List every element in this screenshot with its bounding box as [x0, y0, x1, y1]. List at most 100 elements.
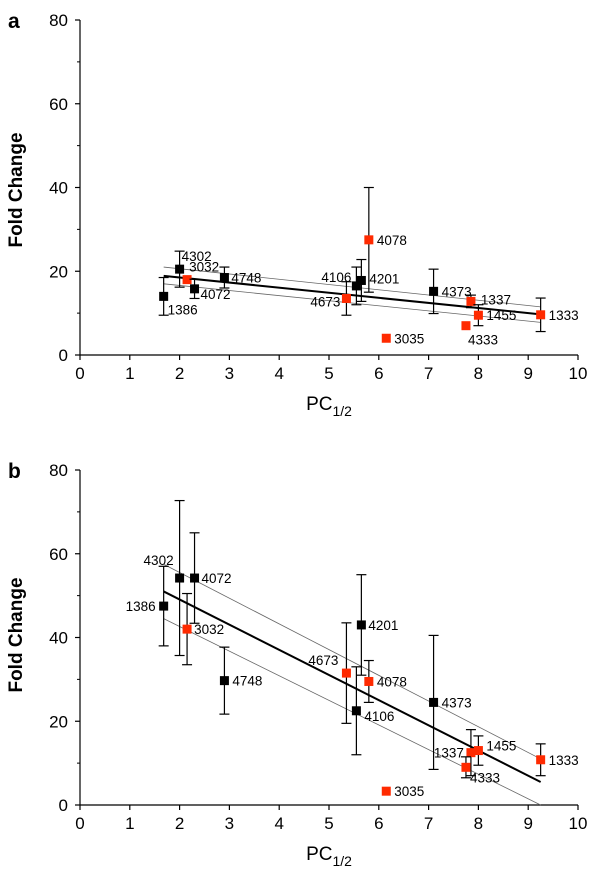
point-label-4302: 4302: [144, 553, 174, 568]
point-label-1455: 1455: [486, 308, 516, 323]
x-tick-label: 5: [324, 364, 333, 383]
point-label-4333: 4333: [470, 770, 500, 785]
y-tick-label: 20: [49, 712, 68, 731]
x-tick-label: 2: [175, 814, 184, 833]
data-point-1333: [536, 310, 546, 320]
y-axis-title: Fold Change: [6, 577, 27, 692]
data-point-1455: [473, 310, 483, 320]
x-tick-label: 9: [523, 364, 532, 383]
x-tick-label: 0: [75, 814, 84, 833]
point-label-4078: 4078: [377, 233, 407, 248]
data-point-1386: [159, 291, 169, 301]
x-tick-label: 5: [324, 814, 333, 833]
data-point-1337: [466, 296, 476, 306]
point-label-4078: 4078: [377, 674, 407, 689]
y-tick-label: 80: [49, 11, 68, 30]
data-point-4673: [341, 293, 351, 303]
point-label-1386: 1386: [168, 302, 198, 317]
data-point-4072: [190, 573, 200, 583]
data-point-4748: [219, 273, 229, 283]
point-label-4302: 4302: [182, 249, 212, 264]
x-tick-label: 9: [523, 814, 532, 833]
data-point-3032: [182, 624, 192, 634]
data-point-4333: [461, 762, 471, 772]
x-tick-label: 2: [175, 364, 184, 383]
x-tick-label: 10: [569, 814, 588, 833]
data-point-4333: [461, 321, 471, 331]
data-point-4201: [356, 275, 366, 285]
x-tick-label: 4: [274, 364, 283, 383]
data-point-4078: [364, 235, 374, 245]
x-axis-title: PC1/2: [306, 394, 352, 419]
x-tick-label: 1: [125, 364, 134, 383]
data-point-4106: [351, 281, 361, 291]
point-label-4201: 4201: [368, 618, 398, 633]
data-point-3032: [182, 275, 192, 285]
y-tick-label: 60: [49, 95, 68, 114]
point-label-3032: 3032: [189, 260, 219, 275]
x-tick-label: 3: [225, 814, 234, 833]
point-label-1337: 1337: [434, 746, 464, 761]
x-tick-label: 10: [569, 364, 588, 383]
y-tick-label: 80: [49, 461, 68, 480]
point-label-1337: 1337: [481, 292, 511, 307]
data-point-4748: [219, 676, 229, 686]
x-tick-label: 8: [474, 364, 483, 383]
point-label-4673: 4673: [310, 294, 340, 309]
point-label-4072: 4072: [201, 287, 231, 302]
data-point-4072: [190, 284, 200, 294]
y-tick-label: 40: [49, 629, 68, 648]
point-label-1333: 1333: [549, 753, 579, 768]
y-tick-label: 40: [49, 179, 68, 198]
point-label-4106: 4106: [321, 270, 351, 285]
data-point-4373: [429, 286, 439, 296]
panel-b: b 0 20 40 60 80 0 1 2 3 4 5 6 7 8 9 10 Fold Change PC1/2 13…: [6, 460, 587, 869]
panel-letter: b: [8, 460, 21, 483]
y-tick-label: 20: [49, 262, 68, 281]
point-label-1455: 1455: [486, 739, 516, 754]
data-point-4106: [351, 706, 361, 716]
point-label-4373: 4373: [442, 695, 472, 710]
regression-line: [163, 590, 542, 783]
data-point-1337: [466, 748, 476, 758]
data-point-3035: [381, 786, 391, 796]
x-tick-label: 0: [75, 364, 84, 383]
point-label-4201: 4201: [369, 271, 399, 286]
point-label-3032: 3032: [194, 622, 224, 637]
point-label-4072: 4072: [202, 571, 232, 586]
data-point-1333: [536, 755, 546, 765]
data-point-4302: [175, 264, 185, 274]
ci-upper-line: [163, 563, 541, 760]
point-label-1386: 1386: [126, 599, 156, 614]
point-label-4106: 4106: [364, 709, 394, 724]
x-tick-label: 1: [125, 814, 134, 833]
panel-letter: a: [8, 10, 20, 33]
point-label-4748: 4748: [231, 271, 261, 286]
x-axis-title: PC1/2: [306, 844, 352, 869]
x-tick-label: 7: [424, 814, 433, 833]
point-label-3035: 3035: [394, 331, 424, 346]
x-tick-label: 4: [274, 814, 283, 833]
x-tick-label: 6: [374, 814, 383, 833]
y-tick-label: 0: [59, 796, 68, 815]
y-tick-label: 60: [49, 545, 68, 564]
point-label-4748: 4748: [232, 674, 262, 689]
data-point-1455: [473, 746, 483, 756]
data-point-4673: [341, 668, 351, 678]
data-point-4373: [429, 697, 439, 707]
data-point-4201: [356, 620, 366, 630]
data-point-1386: [159, 601, 169, 611]
y-axis-title: Fold Change: [6, 132, 27, 247]
point-label-4333: 4333: [468, 333, 498, 348]
x-tick-label: 8: [474, 814, 483, 833]
point-label-3035: 3035: [394, 784, 424, 799]
x-tick-label: 7: [424, 364, 433, 383]
point-label-4373: 4373: [442, 284, 472, 299]
data-point-4078: [364, 676, 374, 686]
point-label-4673: 4673: [308, 653, 338, 668]
data-point-4302: [175, 573, 185, 583]
x-tick-label: 3: [225, 364, 234, 383]
point-label-1333: 1333: [549, 308, 579, 323]
x-tick-label: 6: [374, 364, 383, 383]
